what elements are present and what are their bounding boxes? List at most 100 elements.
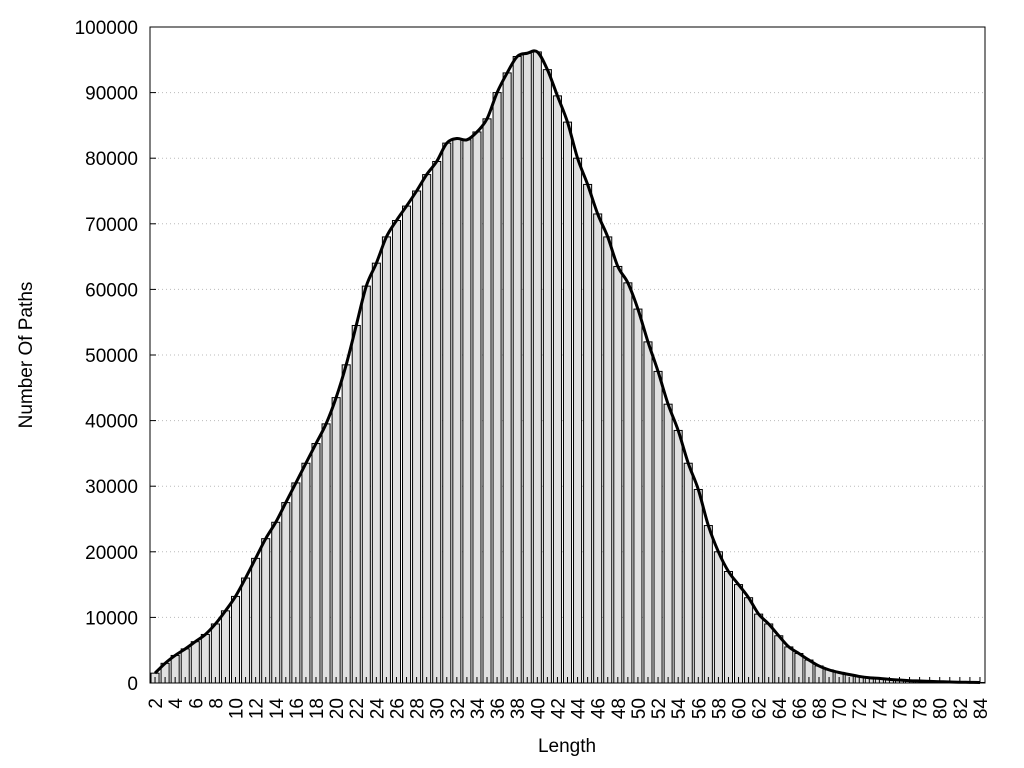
- x-tick-label: 84: [971, 698, 992, 720]
- x-tick-label: 6: [186, 698, 207, 709]
- x-tick-label: 70: [830, 698, 851, 719]
- bar: [512, 56, 522, 684]
- x-tick-label: 10: [227, 698, 248, 719]
- x-tick-label: 54: [669, 698, 690, 720]
- x-tick-label: 12: [247, 698, 268, 719]
- x-tick-label: 16: [287, 698, 308, 719]
- bar: [754, 613, 764, 684]
- bar: [764, 623, 774, 684]
- bar: [402, 205, 412, 684]
- bar: [261, 538, 271, 684]
- bar: [331, 397, 341, 684]
- x-tick-label: 30: [428, 698, 449, 719]
- x-tick-label: 80: [931, 698, 952, 719]
- x-tick-label: 18: [307, 698, 328, 719]
- bar: [311, 443, 321, 684]
- x-tick-label: 68: [810, 698, 831, 719]
- bar: [683, 462, 693, 684]
- y-tick-label: 60000: [85, 280, 138, 301]
- bar: [663, 403, 673, 684]
- x-tick-label: 78: [911, 698, 932, 719]
- plot-frame: [149, 26, 986, 684]
- bar: [713, 551, 723, 684]
- bar: [623, 282, 633, 684]
- bar: [542, 69, 552, 684]
- x-tick-label: 38: [508, 698, 529, 719]
- y-tick-label: 10000: [85, 608, 138, 629]
- trend-line: [153, 49, 980, 684]
- bar: [462, 139, 472, 684]
- bar: [502, 72, 512, 684]
- x-tick-label: 22: [347, 698, 368, 719]
- bar: [583, 183, 593, 684]
- bar: [693, 488, 703, 684]
- bar: [210, 623, 220, 684]
- y-tick-label: 40000: [85, 412, 138, 433]
- bar: [291, 482, 301, 684]
- bar: [321, 423, 331, 684]
- x-axis-label: Length: [538, 736, 596, 757]
- x-tick-label: 26: [387, 698, 408, 719]
- bar: [190, 641, 200, 684]
- bar: [492, 92, 502, 684]
- bar: [562, 121, 573, 684]
- bar: [593, 213, 603, 684]
- bar: [381, 236, 391, 684]
- bar: [391, 220, 402, 684]
- x-tick-label: 40: [528, 698, 549, 719]
- y-tick-label: 0: [127, 674, 138, 695]
- y-tick-label: 90000: [85, 84, 138, 105]
- bar: [653, 370, 663, 684]
- x-tick-label: 20: [327, 698, 348, 719]
- x-tick-label: 42: [548, 698, 569, 719]
- x-tick-label: 72: [850, 698, 871, 719]
- bar: [472, 131, 482, 684]
- bar: [432, 160, 442, 684]
- y-axis-label: Number Of Paths: [16, 282, 37, 429]
- x-tick-label: 60: [730, 698, 751, 719]
- y-tick-label: 70000: [85, 215, 138, 236]
- bar: [271, 521, 281, 684]
- x-tick-label: 76: [890, 698, 911, 719]
- bar: [442, 142, 452, 684]
- x-tick-label: 34: [468, 698, 489, 720]
- bar: [613, 265, 623, 684]
- bar: [281, 502, 291, 684]
- x-tick-label: 46: [589, 698, 610, 719]
- x-tick-label: 24: [367, 698, 388, 720]
- bar: [522, 52, 532, 684]
- x-tick-label: 74: [870, 698, 891, 720]
- x-tick-label: 82: [951, 698, 972, 719]
- x-tick-label: 28: [408, 698, 429, 719]
- x-tick-label: 32: [448, 698, 469, 719]
- x-tick-label: 8: [206, 698, 227, 709]
- bar: [341, 364, 351, 684]
- bar: [734, 584, 744, 684]
- bar: [241, 577, 251, 684]
- x-tick-label: 50: [629, 698, 650, 719]
- x-tick-label: 4: [166, 698, 187, 709]
- x-tick-label: 48: [609, 698, 630, 719]
- x-tick-label: 44: [569, 698, 590, 720]
- bar: [603, 236, 613, 684]
- bar: [251, 557, 261, 684]
- bar: [673, 429, 683, 684]
- bar: [573, 157, 583, 684]
- y-tick-label: 100000: [75, 18, 138, 39]
- bar: [744, 597, 754, 684]
- y-tick-label: 20000: [85, 543, 138, 564]
- bar: [643, 341, 653, 684]
- x-tick-label: 36: [488, 698, 509, 719]
- bar: [230, 595, 241, 684]
- bar: [412, 190, 422, 684]
- x-tick-label: 64: [770, 698, 791, 720]
- x-tick-label: 56: [689, 698, 710, 719]
- bar: [482, 118, 492, 684]
- x-tick-label: 52: [649, 698, 670, 719]
- y-tick-label: 80000: [85, 149, 138, 170]
- bar: [301, 462, 311, 684]
- x-tick-label: 14: [267, 698, 288, 720]
- bar: [361, 285, 371, 684]
- bar: [532, 51, 542, 684]
- bar: [774, 635, 784, 684]
